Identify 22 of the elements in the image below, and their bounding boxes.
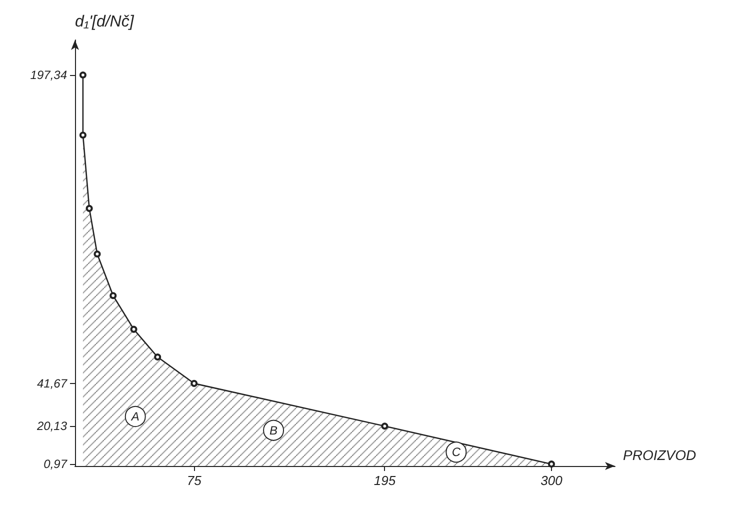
y-tick-label: 41,67 [36, 376, 68, 390]
annotation: B [270, 423, 278, 438]
x-axis-title: PROIZVOD [623, 447, 696, 463]
point [130, 326, 138, 333]
point [190, 380, 198, 387]
point [94, 250, 101, 258]
point [79, 132, 86, 139]
x-tick-label: 75 [186, 473, 202, 488]
y-tick-label: 20,13 [36, 419, 68, 434]
annotation: A [130, 409, 140, 424]
point [381, 422, 388, 430]
point [79, 71, 86, 78]
y-tick-label: 197,34 [30, 68, 68, 82]
point [110, 292, 117, 300]
point [548, 460, 555, 468]
y-tick-label: 0,97 [44, 457, 68, 472]
point [86, 204, 93, 212]
y-axis-title: d₁'[d/Nč] [75, 14, 134, 30]
x-tick-label: 300 [540, 473, 564, 488]
annotation: C [452, 445, 461, 460]
point [154, 354, 162, 361]
x-tick-label: 195 [374, 473, 396, 488]
